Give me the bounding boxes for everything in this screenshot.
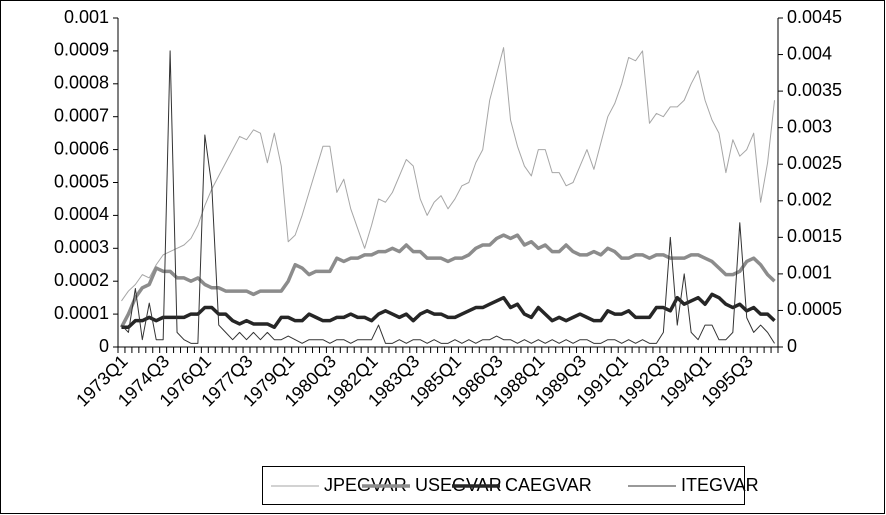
y2-tick-label: 0.001 [787, 263, 832, 283]
y-tick-label: 0.0005 [54, 171, 109, 191]
y-tick-label: 0 [99, 336, 109, 356]
y2-tick-label: 0.0015 [787, 226, 842, 246]
y-tick-label: 0.0004 [54, 204, 109, 224]
y-tick-label: 0.0009 [54, 40, 109, 60]
series-line [121, 47, 776, 302]
y2-tick-label: 0 [787, 336, 797, 356]
y-tick-label: 0.0001 [54, 303, 109, 323]
y-tick-label: 0.0002 [54, 270, 109, 290]
y-tick-label: 0.0003 [54, 237, 109, 257]
series-line [121, 50, 775, 344]
legend-label: ITEGVAR [681, 475, 759, 495]
y2-tick-label: 0.002 [787, 190, 832, 210]
series-line [121, 292, 776, 330]
y2-tick-label: 0.0005 [787, 299, 842, 319]
y2-tick-label: 0.0025 [787, 153, 842, 173]
y2-tick-label: 0.003 [787, 116, 832, 136]
y-tick-label: 0.0006 [54, 138, 109, 158]
y2-tick-label: 0.0035 [787, 80, 842, 100]
y2-tick-label: 0.004 [787, 43, 832, 63]
series-line [119, 233, 776, 329]
y2-tick-label: 0.0045 [787, 7, 842, 27]
y-tick-label: 0.0008 [54, 73, 109, 93]
y-tick-label: 0.001 [64, 7, 109, 27]
y-tick-label: 0.0007 [54, 105, 109, 125]
legend: JPEGVARUSEGVARCAEGVARITEGVAR [262, 466, 759, 505]
legend-label: CAEGVAR [505, 475, 592, 495]
